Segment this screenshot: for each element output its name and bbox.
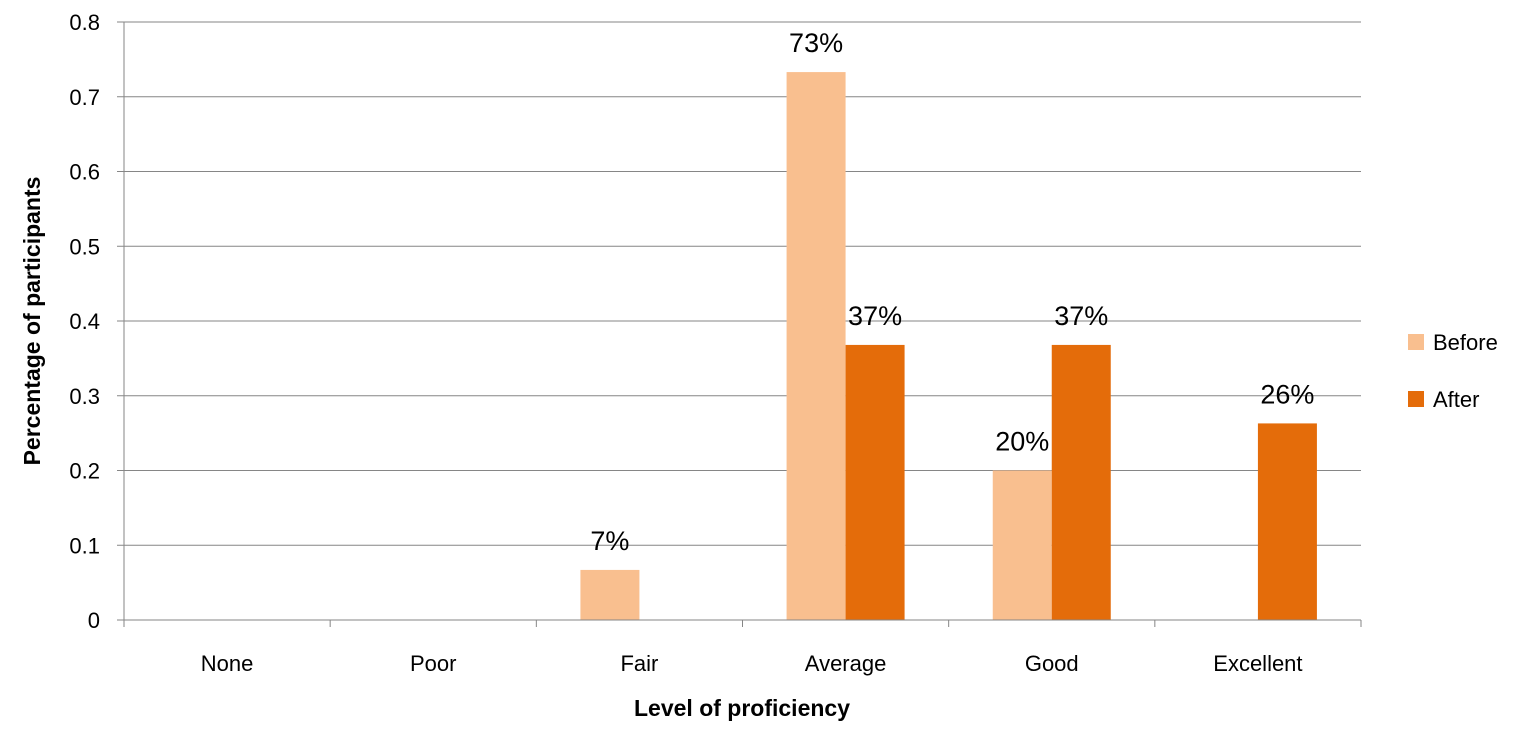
legend-swatch-after xyxy=(1408,391,1424,407)
legend-label-after: After xyxy=(1433,387,1479,412)
legend: Before After xyxy=(1408,330,1498,412)
gridlines xyxy=(124,21,1361,546)
x-tick-label: Good xyxy=(1025,651,1079,676)
x-tick-label: Fair xyxy=(620,651,658,676)
data-labels: 7% 73% 20% 37% 37% 26% xyxy=(590,28,1314,556)
legend-swatch-before xyxy=(1408,334,1424,350)
data-label: 20% xyxy=(995,427,1049,457)
data-label: 7% xyxy=(590,526,629,556)
y-tick-label: 0.2 xyxy=(69,459,100,484)
x-tick-label: Average xyxy=(805,651,887,676)
x-tick-label: None xyxy=(201,651,254,676)
data-label: 37% xyxy=(848,301,902,331)
y-axis-title: Percentage of participants xyxy=(19,177,45,466)
y-tick-label: 0.1 xyxy=(69,533,100,558)
y-tick-label: 0.4 xyxy=(69,309,100,334)
bar-after-average xyxy=(845,344,905,620)
y-tick-label: 0.5 xyxy=(69,234,100,259)
axes: 0 0.1 0.2 0.3 0.4 0.5 0.6 0.7 0.8 None Poor Fair Ave… xyxy=(69,10,1362,676)
y-tick-label: 0 xyxy=(88,608,100,633)
x-axis-title: Level of proficiency xyxy=(634,695,850,721)
y-tick-label: 0.6 xyxy=(69,160,100,185)
legend-label-before: Before xyxy=(1433,330,1498,355)
y-tick-label: 0.7 xyxy=(69,85,100,110)
x-tick-label: Excellent xyxy=(1213,651,1302,676)
data-label: 73% xyxy=(789,28,843,58)
y-tick-label: 0.8 xyxy=(69,10,100,35)
y-tick-label: 0.3 xyxy=(69,384,100,409)
x-tick-label: Poor xyxy=(410,651,456,676)
bar-before-good xyxy=(992,470,1052,620)
bars xyxy=(580,72,1317,620)
bar-before-average xyxy=(786,72,846,620)
bar-before-fair xyxy=(580,569,640,620)
bar-after-excellent xyxy=(1257,423,1317,620)
data-label: 37% xyxy=(1054,301,1108,331)
bar-after-good xyxy=(1051,344,1111,620)
data-label: 26% xyxy=(1260,379,1314,409)
